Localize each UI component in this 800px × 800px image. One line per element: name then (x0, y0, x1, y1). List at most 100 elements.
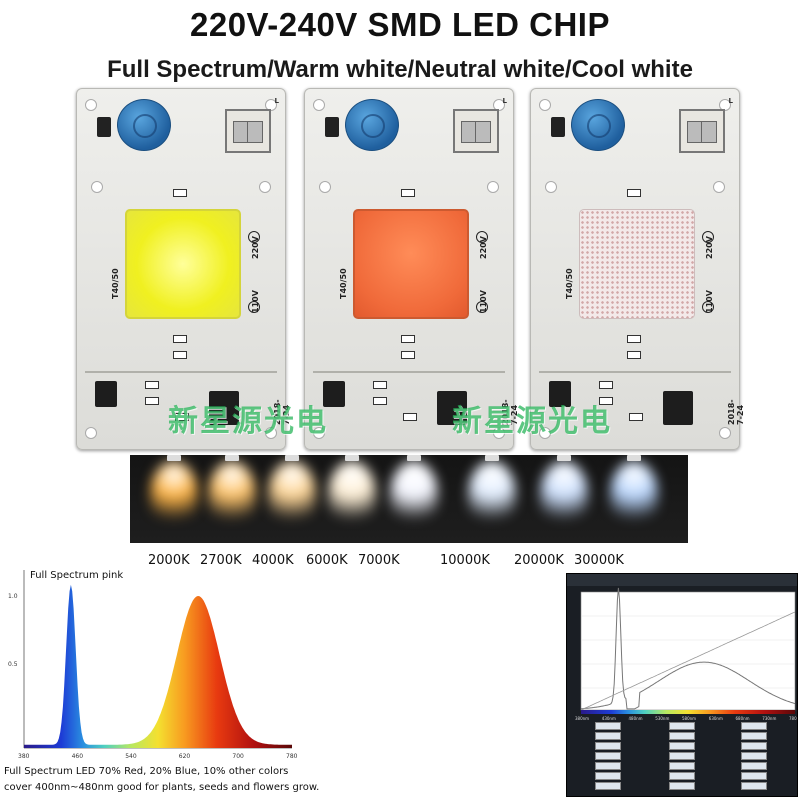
smd-resistor (627, 335, 641, 343)
color-temp-label: 2000K (148, 553, 190, 568)
color-temp-label: 6000K (306, 553, 348, 568)
light-glow (328, 461, 376, 531)
measurement-row (571, 732, 795, 742)
light-glow (208, 461, 256, 531)
measurement-value-box (741, 762, 767, 770)
driver-circuit (85, 371, 277, 435)
measurement-value-box (595, 722, 621, 730)
varistor (117, 99, 171, 151)
lamp-fixture (225, 455, 239, 461)
mount-hole (545, 181, 557, 193)
led-chip-red (353, 209, 469, 319)
measurement-value-box (669, 722, 695, 730)
voltage-select-pad (702, 231, 714, 243)
led-board-cool-white: L T40/50 220V 110V 2018-7-24 (530, 88, 745, 450)
x-tick: 730nm (762, 716, 776, 721)
measurement-value-box (669, 762, 695, 770)
smd-resistor (145, 381, 159, 389)
varistor (571, 99, 625, 151)
mount-hole (487, 181, 499, 193)
light-glow (268, 461, 316, 531)
driver-transistor (437, 391, 467, 425)
bridge-rectifier (325, 117, 339, 137)
bridge-rectifier (551, 117, 565, 137)
measurement-value-box (595, 742, 621, 750)
x-tick: 540 (125, 753, 137, 760)
white-spectrum-chart: 380nm 430nm 480nm 530nm 580nm 630nm 680nm 730nm… (575, 587, 798, 721)
measurement-value-box (741, 722, 767, 730)
spectrometer-screenshot: 380nm 430nm 480nm 530nm 580nm 630nm 680nm 730nm… (566, 573, 798, 797)
light-glow (468, 461, 516, 531)
date-label: 2018-7-24 (727, 399, 745, 425)
x-tick: 380nm (575, 716, 589, 721)
smd-resistor (627, 351, 641, 359)
driver-transistor (663, 391, 693, 425)
color-temp-label: 2700K (200, 553, 242, 568)
voltage-select-pad (248, 231, 260, 243)
spectrum-caption-line1: Full Spectrum LED 70% Red, 20% Blue, 10%… (4, 766, 289, 777)
x-tick: 380 (18, 753, 30, 760)
smd-resistor (599, 381, 613, 389)
white-spectrum-curve (580, 587, 796, 710)
mount-hole (265, 427, 277, 439)
mount-hole (539, 99, 551, 111)
mount-hole (719, 427, 731, 439)
color-temp-label: 30000K (574, 553, 624, 568)
x-tick: 480nm (629, 716, 643, 721)
measurement-value-box (741, 752, 767, 760)
smd-resistor (401, 351, 415, 359)
smd-resistor (175, 413, 189, 421)
smd-resistor (401, 189, 415, 197)
terminal-connector (453, 109, 499, 153)
measurement-value-box (595, 732, 621, 740)
varistor (345, 99, 399, 151)
smd-resistor (629, 413, 643, 421)
measurement-value-box (595, 752, 621, 760)
voltage-select-pad (476, 301, 488, 313)
smd-resistor (627, 189, 641, 197)
meter-status-bar (567, 574, 797, 586)
measurement-row (571, 772, 795, 782)
y-tick: 0.5 (8, 661, 18, 668)
smd-resistor (173, 335, 187, 343)
x-tick: 780 (286, 753, 298, 760)
light-glow (150, 461, 198, 531)
page-subtitle: Full Spectrum/Warm white/Neutral white/C… (107, 56, 693, 83)
color-temp-label: 7000K (358, 553, 400, 568)
driver-ic (95, 381, 117, 407)
pin-label: L (274, 97, 279, 105)
watermark-text: 新星源光电 (168, 404, 328, 439)
page-title: 220V-240V SMD LED CHIP (190, 6, 610, 43)
lamp-fixture (485, 455, 499, 461)
voltage-select-pad (248, 301, 260, 313)
measurement-value-box (669, 752, 695, 760)
voltage-select-pad (702, 301, 714, 313)
color-temperature-labels: 2000K 2700K 4000K 6000K 7000K 10000K 20000K 300… (0, 553, 800, 573)
smd-resistor (373, 381, 387, 389)
measurement-value-box (595, 772, 621, 780)
terminal-connector (679, 109, 725, 153)
measurement-value-box (669, 742, 695, 750)
mount-hole (713, 181, 725, 193)
x-tick: 780nm (789, 716, 798, 721)
measurement-value-box (741, 782, 767, 790)
measurement-value-box (741, 742, 767, 750)
lamp-fixture (285, 455, 299, 461)
smd-resistor (173, 351, 187, 359)
measurement-row (571, 722, 795, 732)
mount-hole (539, 427, 551, 439)
measurement-value-box (741, 772, 767, 780)
lamp-fixture (557, 455, 571, 461)
mount-hole (313, 99, 325, 111)
mount-hole (91, 181, 103, 193)
mount-hole (259, 181, 271, 193)
smd-resistor (173, 189, 187, 197)
mount-hole (493, 99, 505, 111)
color-temp-label: 4000K (252, 553, 294, 568)
light-glow (390, 461, 438, 531)
x-tick: 460 (72, 753, 84, 760)
measurement-value-box (595, 782, 621, 790)
led-chip-yellow (125, 209, 241, 319)
wavelength-bar (581, 710, 795, 714)
led-board-warm-white: L T40/50 220V 110V 2018-7-24 (304, 88, 519, 450)
